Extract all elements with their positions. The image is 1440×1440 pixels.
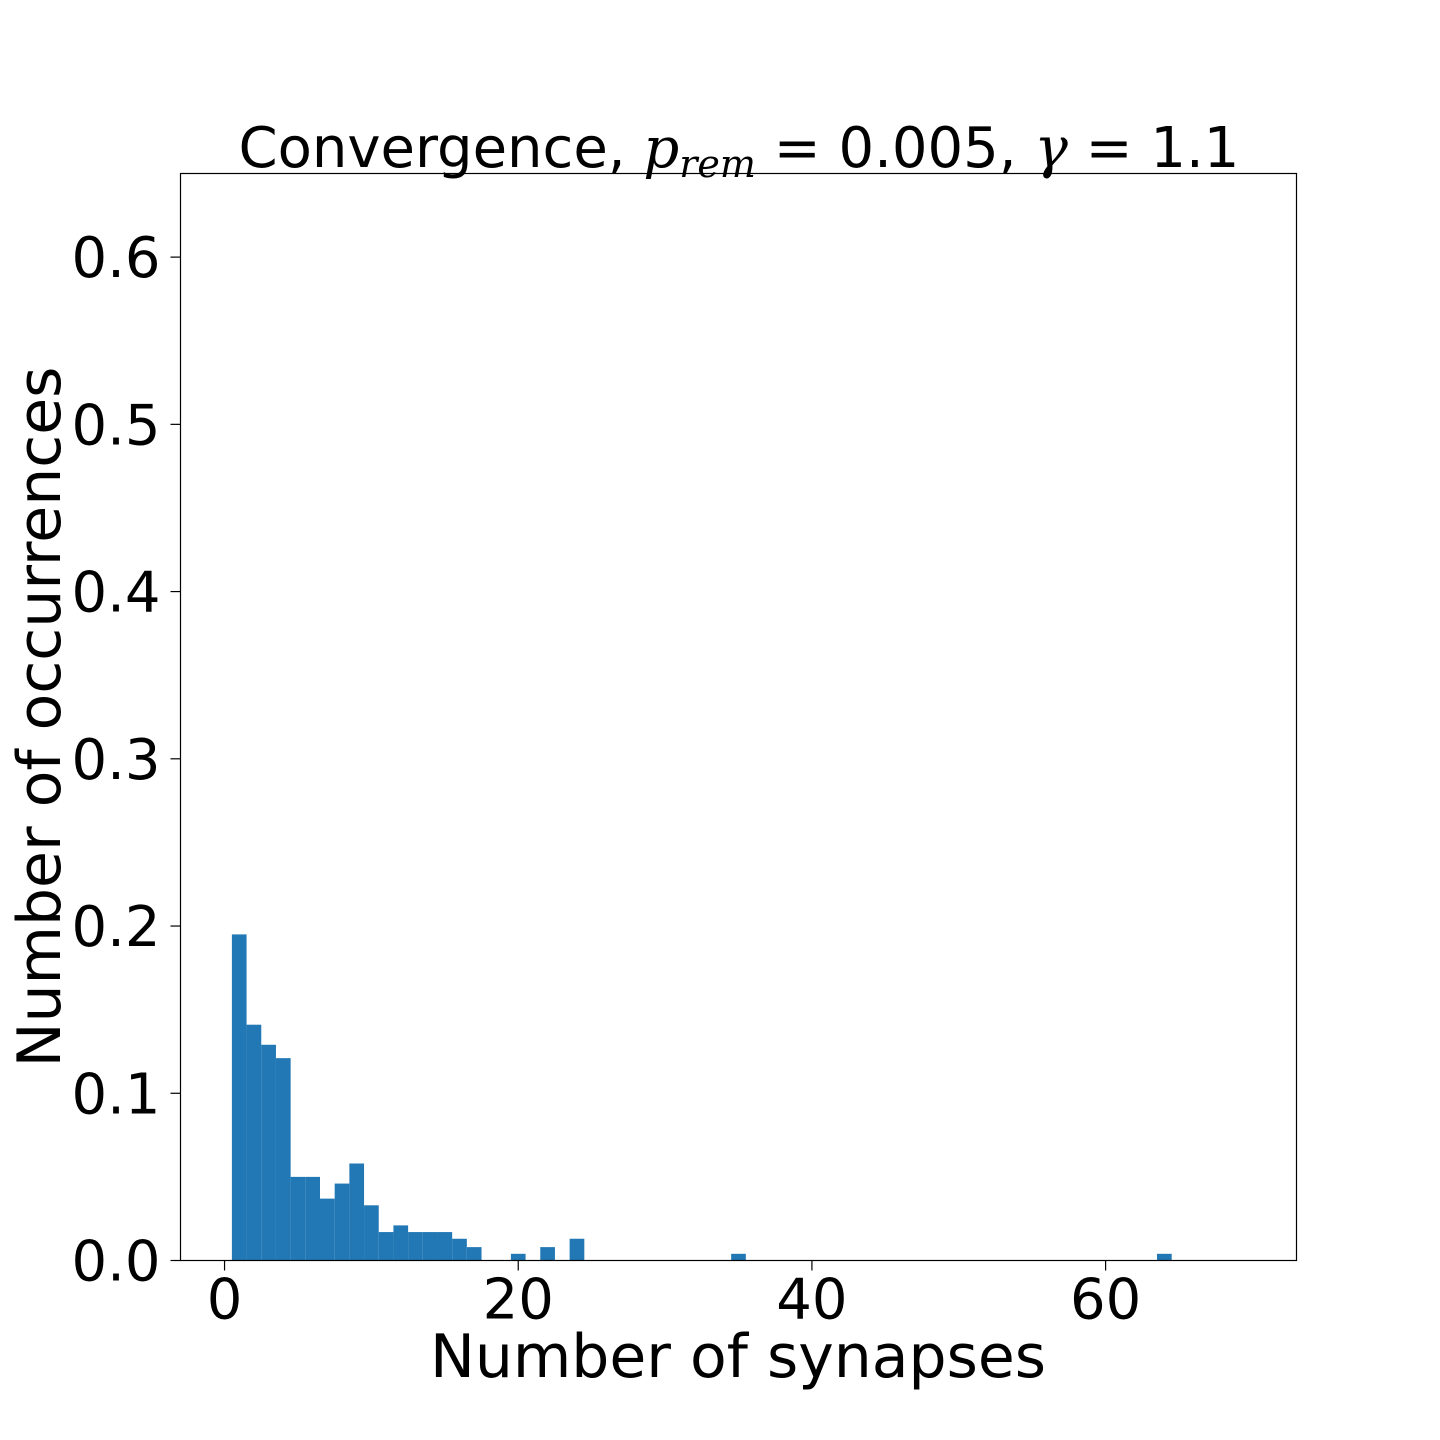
title-p-symbol: p xyxy=(643,116,679,181)
histogram-bar xyxy=(510,1253,526,1261)
y-tick-label: 0.4 xyxy=(71,561,160,626)
title-p-subscript: rem xyxy=(679,142,756,186)
histogram-bar xyxy=(275,1058,291,1261)
x-tick-label: 40 xyxy=(776,1268,847,1333)
histogram-bar xyxy=(540,1247,555,1261)
plot-frame xyxy=(179,172,1298,1262)
y-axis: 0.0 0.1 0.2 0.3 0.4 0.5 0.6 xyxy=(71,226,181,1295)
histogram-bar xyxy=(1157,1253,1172,1261)
plot-area xyxy=(179,172,1298,1262)
histogram-bar xyxy=(290,1176,306,1261)
y-axis-label: Number of occurrences xyxy=(5,367,75,1068)
y-tick-label: 0.6 xyxy=(71,226,160,291)
histogram-bar xyxy=(437,1232,453,1261)
title-gamma-symbol: γ xyxy=(1034,116,1068,181)
y-tick-label: 0.1 xyxy=(71,1062,160,1127)
histogram-bar xyxy=(349,1163,365,1261)
x-tick-label: 0 xyxy=(207,1268,243,1333)
histogram-bar xyxy=(320,1198,335,1261)
x-tick-label: 20 xyxy=(483,1268,554,1333)
histogram-bar xyxy=(334,1183,350,1261)
x-axis-label: Number of synapses xyxy=(430,1322,1046,1392)
histogram-bar xyxy=(364,1205,379,1261)
histogram-bar xyxy=(569,1238,585,1261)
x-axis: 0 20 40 60 xyxy=(207,1260,1141,1333)
histogram-bar xyxy=(731,1253,746,1261)
histogram-bar xyxy=(231,934,247,1261)
histogram-bar xyxy=(452,1238,467,1261)
histogram-bar xyxy=(408,1232,423,1261)
title-equals-2: = 1.1 xyxy=(1068,116,1240,181)
chart-title: Convergence, prem = 0.005, γ = 1.1 xyxy=(239,116,1240,186)
y-tick-label: 0.0 xyxy=(71,1230,160,1295)
histogram-bar xyxy=(261,1044,276,1261)
x-tick-label: 60 xyxy=(1070,1268,1141,1333)
histogram-bar xyxy=(305,1176,320,1261)
title-equals-1: = 0.005, xyxy=(756,116,1034,181)
histogram-bar xyxy=(466,1247,482,1261)
y-tick-label: 0.3 xyxy=(71,728,160,793)
bars-group xyxy=(231,934,1172,1261)
title-prefix: Convergence, xyxy=(239,116,644,181)
histogram-bar xyxy=(422,1232,438,1261)
y-tick-label: 0.5 xyxy=(71,393,160,458)
histogram-bar xyxy=(393,1225,409,1261)
y-tick-label: 0.2 xyxy=(71,895,160,960)
histogram-bar xyxy=(378,1232,394,1261)
histogram-bar xyxy=(246,1024,262,1261)
